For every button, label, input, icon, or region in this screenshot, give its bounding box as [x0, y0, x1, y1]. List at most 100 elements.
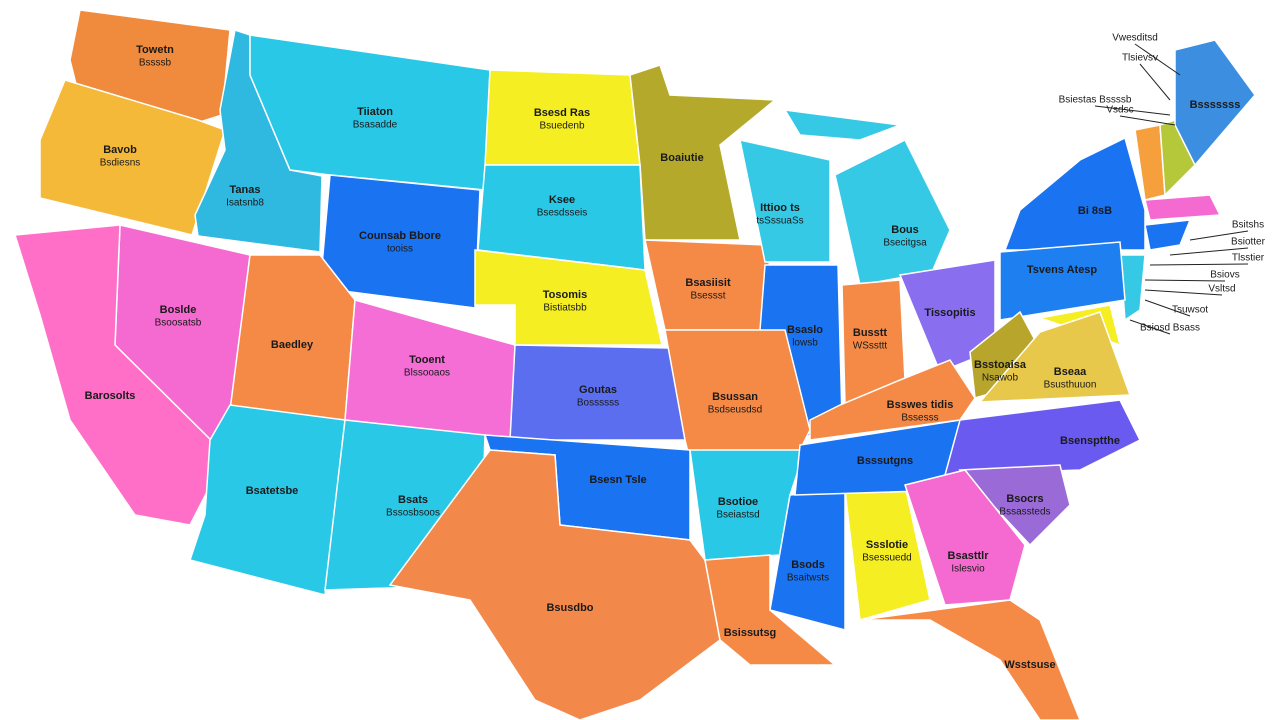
callout-label: Bsiosd Bsass: [1140, 323, 1200, 334]
state-sublabel: Bssassteds: [999, 507, 1050, 518]
state-label: Towetn: [136, 44, 174, 56]
callout-label: Tsuwsot: [1172, 305, 1208, 316]
state-label: Bsssutgns: [857, 455, 913, 467]
state-label: Wsstsuse: [1004, 659, 1055, 671]
state-shape: [388, 449, 721, 720]
leader-line: [1094, 105, 1171, 116]
state-label: Tsvens Atesp: [1027, 264, 1098, 276]
state-shape: [739, 139, 831, 263]
state-sublabel: Isatsnb8: [226, 198, 264, 209]
callout-label: Bsiotter: [1231, 237, 1266, 248]
state-sublabel: Bsecitgsa: [883, 238, 927, 249]
state-label: Bsesd Ras: [534, 107, 590, 119]
state-label: Bseaa: [1054, 366, 1087, 378]
state-shape: [978, 311, 1132, 403]
state-label: Bsssssss: [1190, 99, 1241, 111]
state-shape: [1144, 194, 1222, 221]
state-sublabel: Bssssb: [139, 58, 172, 69]
state-label: Boslde: [160, 304, 197, 316]
state-label: Bi 8sB: [1078, 205, 1112, 217]
state-label: Bsensptthe: [1060, 435, 1120, 447]
state-sublabel: Bsessuedd: [862, 553, 911, 564]
state-label: Bsaslo: [787, 324, 823, 336]
state-shape: [1003, 136, 1146, 251]
state-label: Bsissutsg: [724, 627, 777, 639]
leader-line: [1134, 43, 1181, 76]
state-shape: [834, 138, 951, 286]
state-shape: [1144, 219, 1192, 251]
state-label: Tiiaton: [357, 106, 393, 118]
state-label: Goutas: [579, 384, 617, 396]
state-sublabel: Bsdseusdsd: [708, 405, 762, 416]
state-sublabel: Bsdiesns: [100, 158, 141, 169]
state-sublabel: Bsessst: [690, 291, 725, 302]
callout-label: Vsltsd: [1208, 284, 1235, 295]
state-label: Tissopitis: [924, 307, 975, 319]
state-sublabel: Bsesdsseis: [537, 208, 588, 219]
state-shape: [39, 79, 226, 236]
state-sublabel: tooiss: [387, 244, 413, 255]
leader-line: [1139, 63, 1171, 101]
state-shape: [14, 224, 227, 526]
state-label: Bous: [891, 224, 919, 236]
state-label: Bsussan: [712, 391, 758, 403]
state-label: Bsatetsbe: [246, 485, 299, 497]
state-sublabel: Nsawob: [982, 373, 1019, 384]
state-label: Bavob: [103, 144, 137, 156]
state-label: Ssslotie: [866, 539, 908, 551]
leader-line: [1144, 299, 1191, 317]
leader-line: [1149, 263, 1249, 266]
state-label: Tooent: [409, 354, 445, 366]
state-shape: [958, 464, 1071, 547]
callout-label: Tlsievsv: [1122, 53, 1158, 64]
state-sublabel: Bistiatsbb: [543, 303, 587, 314]
state-label: Tanas: [230, 184, 261, 196]
state-label: Ittioo ts: [760, 202, 800, 214]
state-label: Ksee: [549, 194, 575, 206]
state-label: Bsats: [398, 494, 428, 506]
state-shape: [809, 359, 976, 441]
state-sublabel: WSssttt: [853, 341, 888, 352]
state-shape: [859, 599, 1081, 720]
callout-label: Bsitshs: [1232, 220, 1264, 231]
state-sublabel: Islesvio: [951, 564, 985, 575]
state-label: Tosomis: [543, 289, 587, 301]
state-sublabel: Bsusthuuon: [1044, 380, 1097, 391]
leader-line: [1169, 247, 1249, 256]
state-shape: [904, 469, 1026, 606]
state-sublabel: Bseiastsd: [716, 510, 759, 521]
state-label: Busstt: [853, 327, 888, 339]
state-label: Baedley: [271, 339, 314, 351]
state-label: Bsocrs: [1006, 493, 1043, 505]
state-sublabel: Bsoosatsb: [155, 318, 202, 329]
leader-line: [1144, 289, 1223, 296]
callout-label: Vwesditsd: [1112, 33, 1158, 44]
state-shape: [1174, 39, 1256, 167]
leader-line: [1119, 115, 1176, 126]
callout-label: Vsdsc: [1106, 105, 1133, 116]
state-sublabel: lowsb: [792, 338, 818, 349]
state-label: Counsab Bbore: [359, 230, 441, 242]
state-shape: [783, 109, 901, 141]
state-shape: [944, 399, 1142, 476]
state-label: Bsasiisit: [685, 277, 731, 289]
state-label: Bsesn Tsle: [589, 474, 646, 486]
state-sublabel: tsSssuaSs: [756, 216, 803, 227]
state-label: Bsusdbo: [546, 602, 593, 614]
state-label: Barosolts: [85, 390, 136, 402]
state-label: Bsswes tidis: [887, 399, 954, 411]
state-sublabel: Bossssss: [577, 398, 619, 409]
callout-label: Bsiestas Bssssb: [1059, 95, 1132, 106]
leader-line: [1129, 319, 1171, 335]
state-sublabel: Bssesss: [901, 413, 938, 424]
leader-line: [1144, 279, 1226, 282]
state-sublabel: Bssosbsoos: [386, 508, 440, 519]
state-label: Bsotioe: [718, 496, 758, 508]
state-sublabel: Bsuedenb: [539, 121, 584, 132]
state-sublabel: Bsasadde: [353, 120, 398, 131]
state-label: Bsasttlr: [948, 550, 990, 562]
state-label: Boaiutie: [660, 152, 703, 164]
state-label: Bsods: [791, 559, 825, 571]
state-shape: [999, 241, 1126, 321]
